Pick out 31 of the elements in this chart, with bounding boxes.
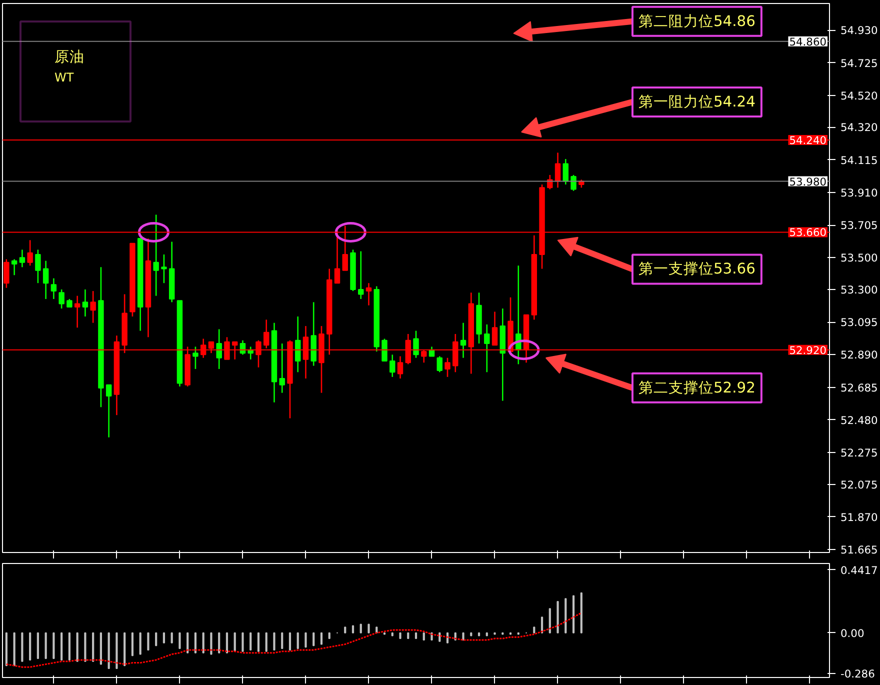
- ref-line-label: 53.660: [789, 226, 827, 240]
- y-tick-label: 54.320: [840, 121, 878, 134]
- y-tick-label: 51.870: [840, 510, 878, 524]
- y-tick-label: 53.300: [840, 283, 878, 296]
- y-tick-label: -0.286: [840, 668, 876, 681]
- y-tick-label: 52.275: [840, 446, 878, 460]
- y-tick-label: 52.480: [840, 414, 878, 427]
- y-tick-label: 53.910: [840, 186, 878, 200]
- y-tick-label: 52.075: [840, 478, 878, 492]
- ref-line-label: 52.920: [789, 344, 827, 357]
- annotation: 第二阻力位54.86: [638, 12, 756, 30]
- y-tick-label: 51.665: [840, 543, 878, 556]
- text: WT: [54, 70, 74, 84]
- y-tick-label: 54.115: [840, 154, 878, 167]
- ref-line-label: 53.980: [789, 175, 827, 188]
- y-tick-label: 52.685: [840, 381, 878, 394]
- y-tick-label: 52.890: [840, 348, 878, 362]
- y-tick-label: 53.705: [840, 219, 878, 232]
- y-tick-label: 0.4417: [840, 564, 878, 577]
- y-tick-label: 54.520: [840, 89, 878, 102]
- annotation: 第一阻力位54.24: [638, 93, 756, 110]
- y-tick-label: 0.00: [840, 626, 864, 640]
- y-tick-label: 53.095: [840, 316, 878, 330]
- y-tick-label: 54.930: [840, 24, 878, 38]
- annotation: 第一支撑位53.66: [638, 260, 756, 278]
- ref-line-label: 54.860: [789, 35, 827, 48]
- annotation: 第二支撑位52.92: [638, 379, 756, 396]
- ref-line-label: 54.240: [789, 134, 827, 147]
- text: 原油: [54, 48, 84, 66]
- y-tick-label: 53.500: [840, 252, 878, 265]
- y-tick-label: 54.725: [840, 56, 878, 70]
